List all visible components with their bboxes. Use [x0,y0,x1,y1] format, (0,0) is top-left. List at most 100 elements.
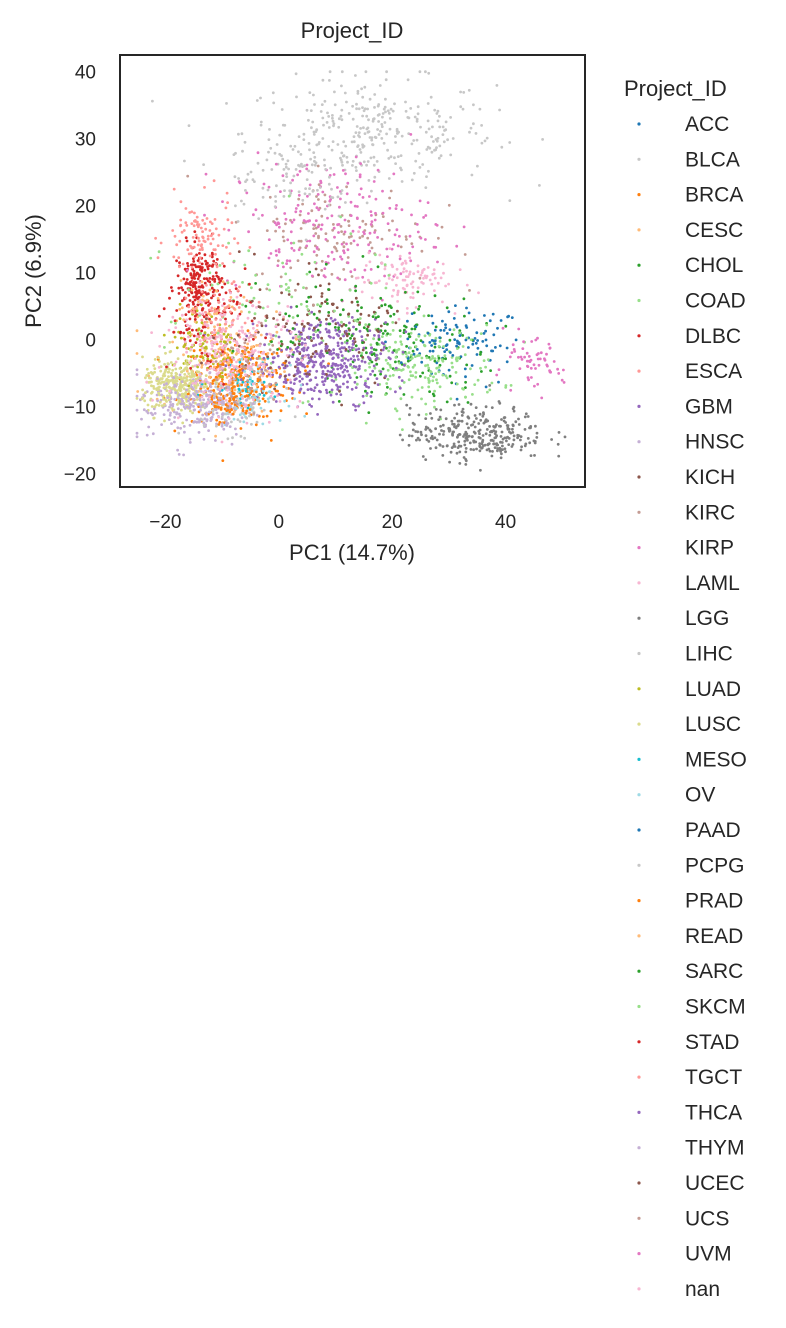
data-point [387,177,391,180]
data-point [190,291,194,295]
data-point [321,190,325,194]
data-point [164,368,168,372]
data-point [262,394,266,397]
data-point [175,346,179,350]
data-point [393,102,396,106]
data-point [234,283,238,287]
data-point [465,306,468,310]
data-point [178,265,181,269]
data-point [151,398,154,402]
legend-marker-ov [637,793,641,797]
data-point [408,406,412,410]
data-point [228,391,232,395]
data-point [235,371,239,375]
data-point [469,338,473,342]
data-point [207,361,211,365]
data-point [410,356,414,360]
data-point [415,119,419,123]
data-point [426,331,430,335]
data-point [307,360,311,364]
data-point [179,200,183,204]
legend-marker-lusc [637,722,641,726]
data-point [388,206,392,210]
data-point [205,292,209,296]
data-point [302,363,305,367]
data-point [208,254,212,258]
data-point [212,259,216,263]
data-point [319,390,322,394]
data-point [305,163,309,167]
data-point [291,341,295,345]
data-point [414,325,418,329]
data-point [233,175,237,179]
data-point [210,347,214,351]
data-point [293,415,297,419]
legend-label-paad: PAAD [685,819,741,842]
data-point [210,400,214,404]
data-point [445,332,449,335]
x-tick-label: 40 [495,512,516,533]
data-point [459,105,463,109]
data-point [455,397,459,401]
data-point [417,307,420,311]
data-point [517,417,520,421]
data-point [361,219,365,223]
data-point [229,310,232,314]
data-point [213,348,217,352]
data-point [443,354,447,357]
data-point [214,385,218,389]
data-point [355,319,359,323]
data-point [327,311,331,314]
data-point [244,189,247,192]
data-point [381,211,385,215]
data-point [203,417,207,421]
data-point [306,322,310,325]
data-point [167,375,170,378]
legend-marker-pcpg [637,863,641,867]
data-point [243,351,247,354]
data-point [510,445,514,448]
data-point [320,223,324,227]
data-point [400,379,404,382]
data-point [285,172,288,176]
data-point [527,355,531,358]
data-point [394,356,398,359]
data-point [444,326,448,330]
legend-label-kirp: KIRP [685,537,734,560]
data-point [399,340,403,344]
data-point [220,440,224,444]
data-point [508,199,512,203]
data-point [498,108,501,112]
series-nan-points [145,281,307,444]
data-point [167,328,171,332]
data-point [340,189,344,192]
data-point [217,277,221,281]
data-point [205,283,208,287]
data-point [318,330,322,334]
data-point [299,302,303,306]
data-point [259,333,263,337]
data-point [313,326,316,330]
data-point [197,335,201,339]
data-point [495,423,498,427]
data-point [370,296,374,300]
data-point [221,346,225,349]
data-point [412,272,416,276]
data-point [424,214,428,217]
data-point [382,107,386,111]
data-point [217,233,221,237]
data-point [170,407,174,410]
data-point [190,265,194,269]
data-point [483,314,486,317]
data-point [178,387,181,391]
data-point [410,312,414,315]
data-point [331,114,334,117]
data-point [396,291,400,294]
data-point [384,358,388,362]
data-point [310,126,313,130]
data-point [312,151,316,155]
data-point [262,356,266,360]
data-point [266,397,270,401]
data-point [323,99,327,103]
